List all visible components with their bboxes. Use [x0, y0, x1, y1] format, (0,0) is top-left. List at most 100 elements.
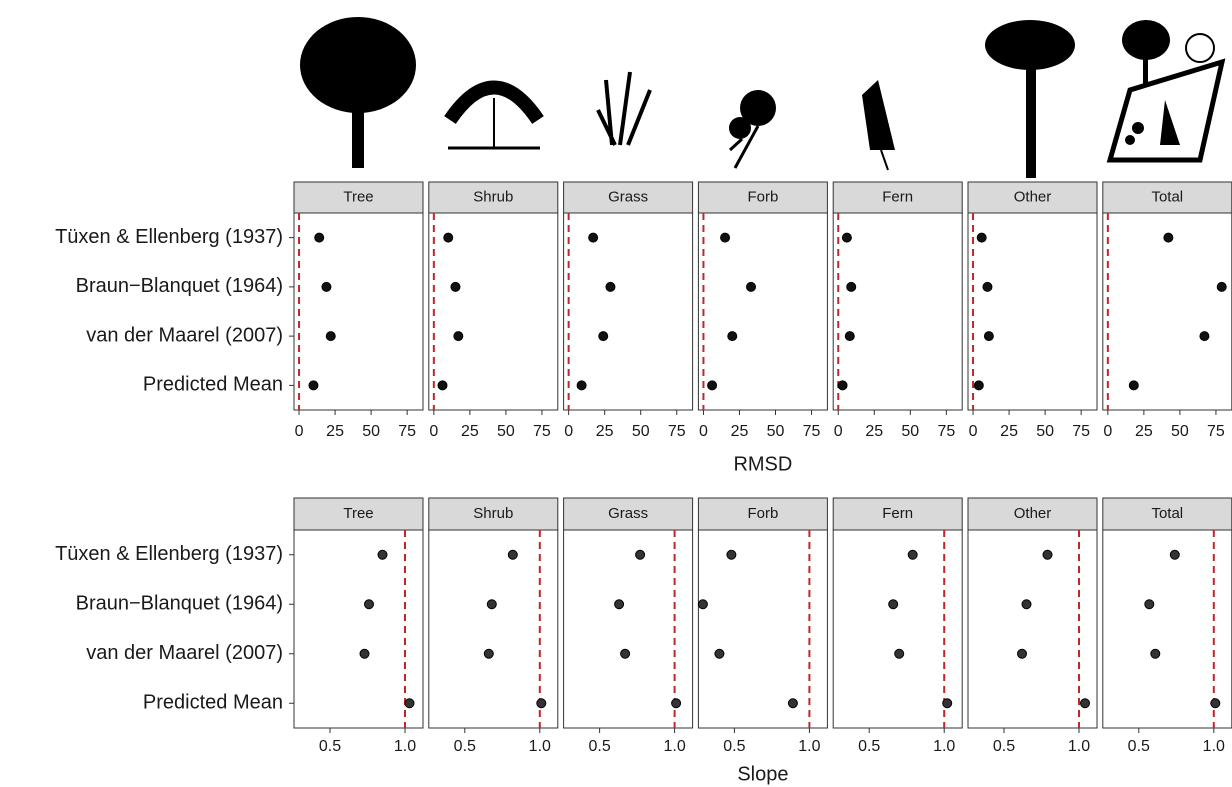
facet-label: Other	[1014, 188, 1052, 205]
point	[984, 332, 993, 341]
point	[895, 649, 904, 658]
panel	[1103, 530, 1232, 728]
panel	[564, 530, 693, 728]
point	[1164, 233, 1173, 242]
point	[508, 550, 517, 559]
x-tick-label: 1.0	[1068, 738, 1090, 755]
x-tick-label: 50	[1036, 423, 1054, 440]
facet-label: Grass	[608, 188, 648, 205]
facet-label: Forb	[747, 505, 778, 522]
point	[1129, 381, 1138, 390]
point	[438, 381, 447, 390]
x-tick-label: 0.5	[319, 738, 341, 755]
facet-label: Shrub	[473, 188, 513, 205]
point	[621, 649, 630, 658]
x-tick-label: 0.5	[723, 738, 745, 755]
facet-label: Forb	[747, 188, 778, 205]
facet-label: Fern	[882, 188, 913, 205]
x-tick-label: 75	[533, 423, 551, 440]
panel	[698, 530, 827, 728]
x-axis-title: RMSD	[733, 453, 792, 475]
panel	[1103, 213, 1232, 410]
facet-label: Tree	[343, 188, 373, 205]
x-tick-label: 25	[865, 423, 883, 440]
point	[606, 282, 615, 291]
point	[315, 233, 324, 242]
panel	[698, 213, 827, 410]
x-tick-label: 1.0	[798, 738, 820, 755]
point	[1043, 550, 1052, 559]
point	[838, 381, 847, 390]
panel	[294, 530, 423, 728]
x-tick-label: 50	[632, 423, 650, 440]
point	[378, 550, 387, 559]
panel	[429, 530, 558, 728]
x-tick-label: 1.0	[394, 738, 416, 755]
x-tick-label: 25	[326, 423, 344, 440]
y-tick-label: van der Maarel (2007)	[86, 642, 283, 664]
y-tick-label: van der Maarel (2007)	[86, 324, 283, 346]
x-tick-label: 50	[901, 423, 919, 440]
facet-label: Grass	[608, 505, 648, 522]
point	[309, 381, 318, 390]
x-tick-label: 75	[1207, 423, 1225, 440]
panel	[968, 530, 1097, 728]
point	[1018, 649, 1027, 658]
point	[715, 649, 724, 658]
panel	[968, 213, 1097, 410]
x-tick-label: 25	[1135, 423, 1153, 440]
y-tick-label: Tüxen & Ellenberg (1937)	[55, 226, 283, 248]
point	[708, 381, 717, 390]
point	[842, 233, 851, 242]
y-tick-label: Tüxen & Ellenberg (1937)	[55, 543, 283, 565]
facet-label: Total	[1151, 505, 1183, 522]
x-tick-label: 0.5	[1128, 738, 1150, 755]
x-tick-label: 0	[1103, 423, 1112, 440]
x-tick-label: 50	[362, 423, 380, 440]
facet-label: Fern	[882, 505, 913, 522]
x-tick-label: 25	[596, 423, 614, 440]
point	[484, 649, 493, 658]
y-tick-label: Predicted Mean	[143, 692, 283, 714]
x-axis-title: Slope	[737, 763, 788, 785]
point	[974, 381, 983, 390]
x-tick-label: 1.0	[933, 738, 955, 755]
point	[747, 282, 756, 291]
x-tick-label: 75	[803, 423, 821, 440]
point	[405, 699, 414, 708]
x-tick-label: 1.0	[529, 738, 551, 755]
point	[1217, 282, 1226, 291]
panel	[833, 213, 962, 410]
point	[728, 332, 737, 341]
x-tick-label: 0.5	[858, 738, 880, 755]
y-tick-label: Predicted Mean	[143, 374, 283, 396]
x-tick-label: 0	[834, 423, 843, 440]
x-tick-label: 25	[461, 423, 479, 440]
y-tick-label: Braun−Blanquet (1964)	[76, 593, 283, 615]
point	[451, 282, 460, 291]
x-tick-label: 0.5	[588, 738, 610, 755]
facet-label: Shrub	[473, 505, 513, 522]
x-tick-label: 0	[564, 423, 573, 440]
x-tick-label: 1.0	[663, 738, 685, 755]
x-tick-label: 0	[699, 423, 708, 440]
point	[698, 600, 707, 609]
panel	[833, 530, 962, 728]
x-tick-label: 0	[969, 423, 978, 440]
x-tick-label: 50	[1171, 423, 1189, 440]
point	[727, 550, 736, 559]
facet-label: Total	[1151, 188, 1183, 205]
x-tick-label: 0.5	[454, 738, 476, 755]
point	[889, 600, 898, 609]
x-tick-label: 75	[398, 423, 416, 440]
point	[845, 332, 854, 341]
point	[636, 550, 645, 559]
x-tick-label: 25	[1000, 423, 1018, 440]
point	[672, 699, 681, 708]
point	[615, 600, 624, 609]
point	[1081, 699, 1090, 708]
point	[908, 550, 917, 559]
point	[444, 233, 453, 242]
point	[487, 600, 496, 609]
x-tick-label: 75	[668, 423, 686, 440]
